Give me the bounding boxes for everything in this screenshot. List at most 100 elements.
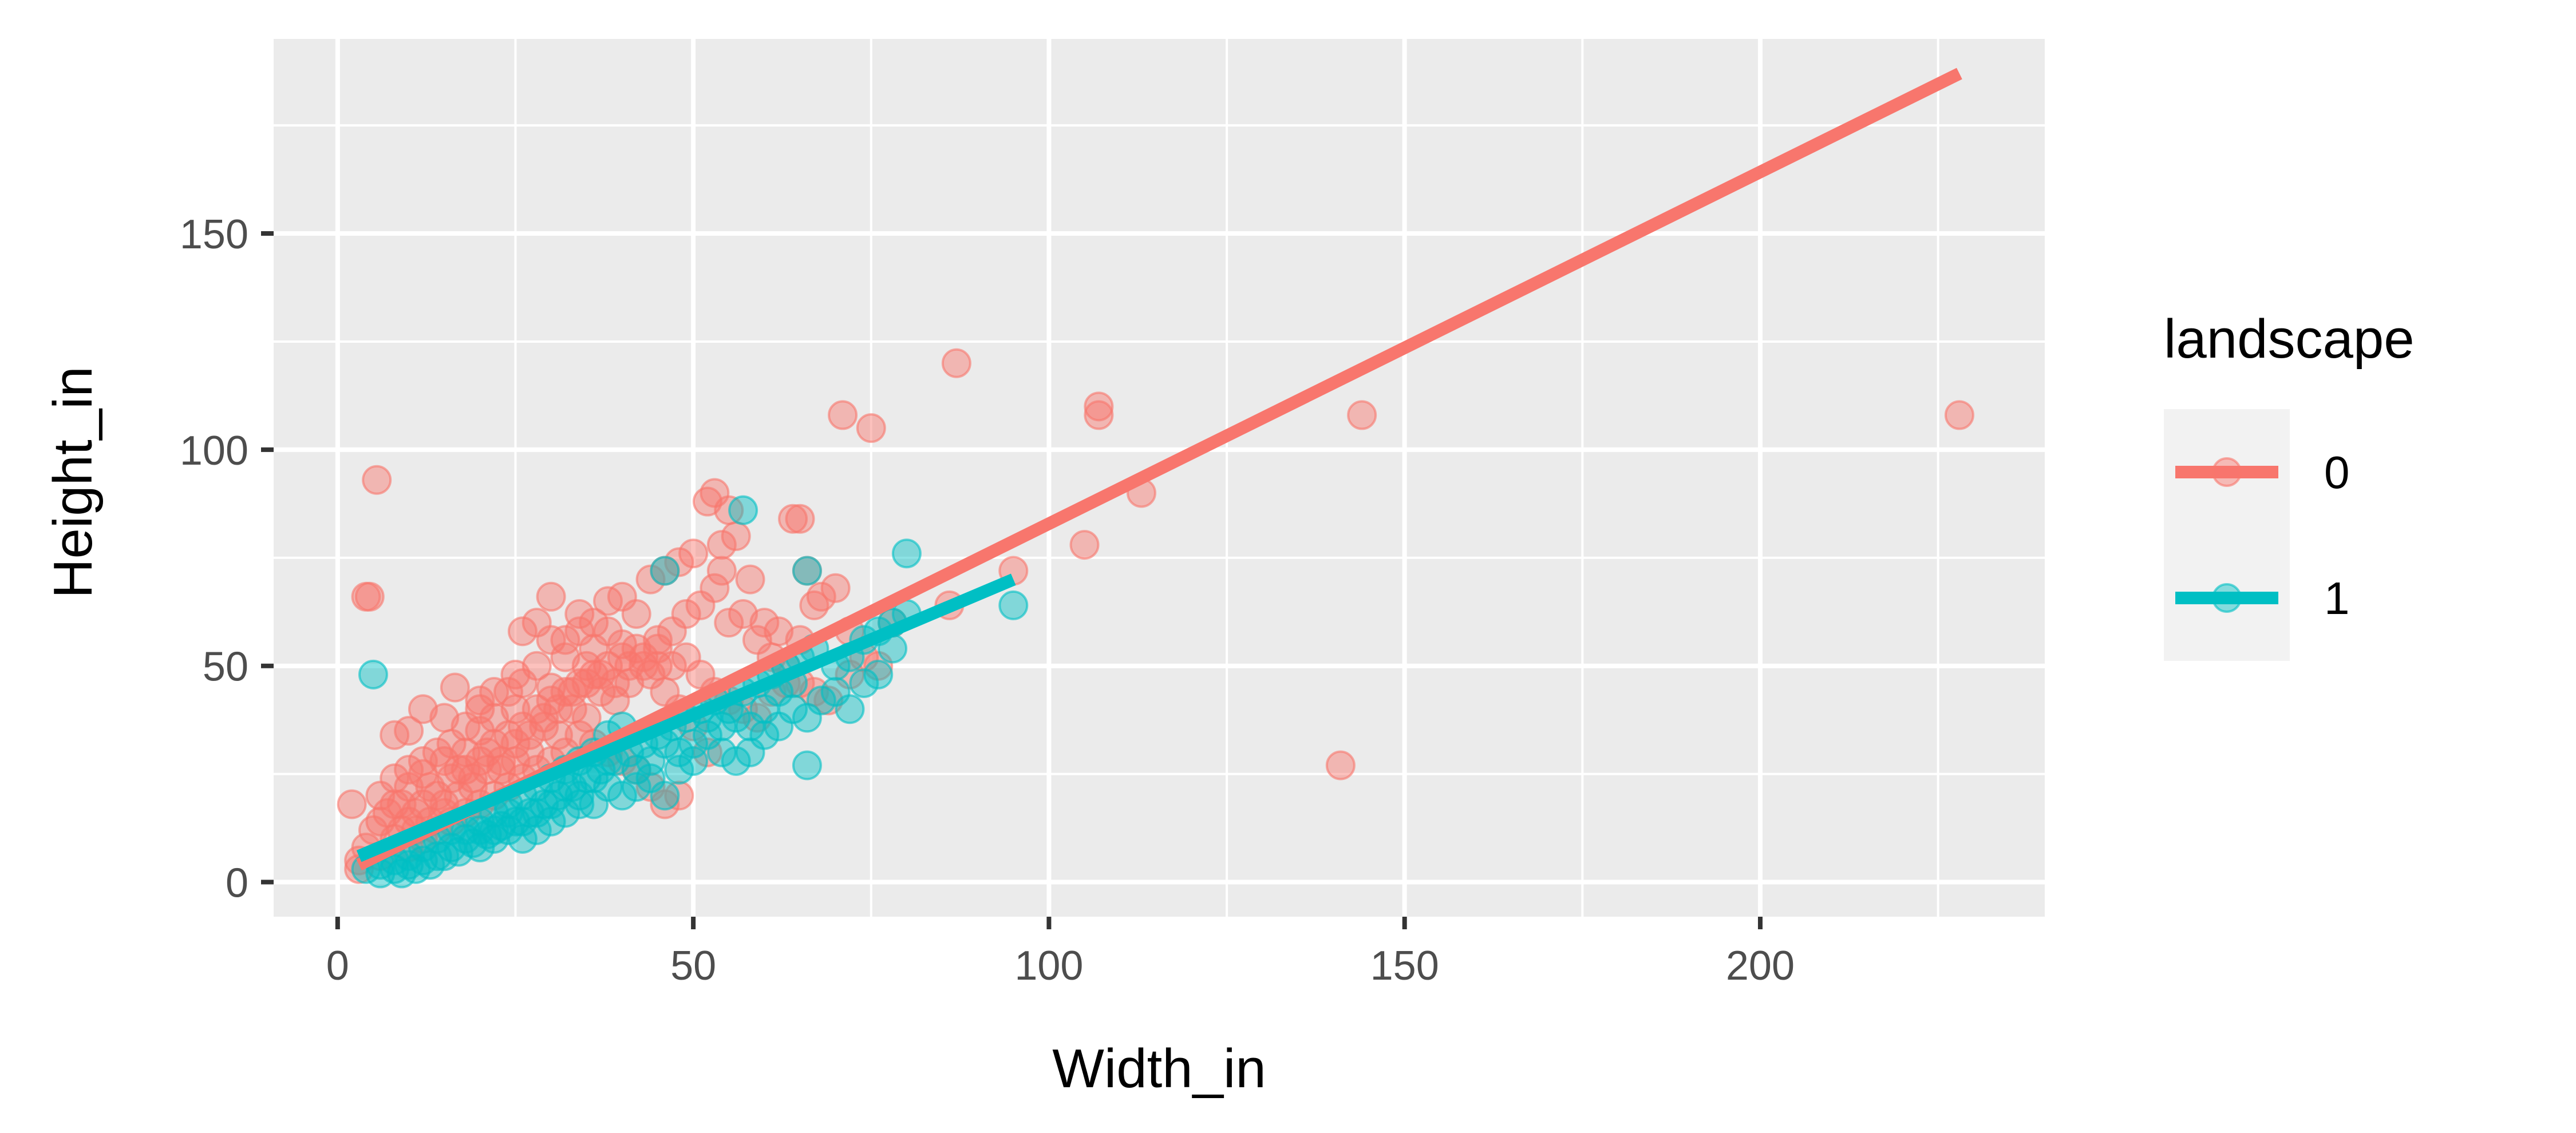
- data-point-0: [706, 530, 737, 560]
- data-point-0: [422, 737, 452, 767]
- x-tick-label: 0: [326, 943, 349, 989]
- data-point-0: [828, 400, 858, 430]
- legend-label-1: 1: [2324, 573, 2350, 624]
- data-point-0: [394, 755, 424, 785]
- data-point-0: [408, 746, 438, 776]
- x-tick-label: 150: [1370, 943, 1439, 989]
- data-point-0: [1944, 400, 1974, 430]
- data-point-0: [1069, 530, 1100, 560]
- data-point-1: [650, 556, 680, 586]
- data-point-1: [792, 703, 822, 733]
- data-point-0: [635, 564, 666, 595]
- data-point-1: [664, 737, 694, 767]
- data-point-0: [728, 599, 758, 629]
- legend-label-0: 0: [2324, 447, 2350, 498]
- data-point-1: [465, 815, 495, 845]
- data-point-1: [635, 763, 666, 794]
- data-point-1: [536, 789, 566, 819]
- data-point-0: [564, 599, 595, 629]
- data-point-1: [849, 668, 879, 698]
- legend-items: 01: [2175, 447, 2350, 624]
- data-point-1: [664, 755, 694, 785]
- data-point-0: [593, 616, 623, 647]
- data-point-0: [820, 573, 851, 603]
- data-point-0: [536, 581, 566, 612]
- data-point-0: [657, 651, 687, 681]
- data-point-1: [863, 659, 894, 690]
- y-tick-label: 0: [226, 861, 248, 906]
- legend: landscape 01: [2164, 308, 2415, 661]
- data-point-0: [362, 465, 392, 495]
- data-point-1: [607, 781, 637, 811]
- data-point-0: [550, 642, 580, 672]
- fit-line-1: [356, 573, 1016, 862]
- data-point-0: [579, 608, 609, 638]
- data-point-1: [792, 750, 822, 781]
- data-point-0: [735, 564, 765, 595]
- x-axis-ticks: 0 50 100 150 200: [326, 917, 1795, 989]
- legend-point-0: [2212, 457, 2242, 487]
- y-tick-label: 50: [203, 644, 248, 690]
- data-point-0: [714, 608, 744, 638]
- data-point-0: [337, 789, 367, 819]
- data-point-0: [529, 703, 559, 733]
- data-point-0: [465, 686, 495, 716]
- data-point-0: [515, 737, 545, 767]
- data-point-1: [678, 728, 709, 759]
- y-axis-title: Height_in: [42, 366, 104, 599]
- data-point-0: [472, 755, 502, 785]
- data-point-0: [440, 672, 470, 703]
- x-tick-label: 200: [1726, 943, 1795, 989]
- x-tick-label: 50: [670, 943, 716, 989]
- data-points: [337, 348, 1974, 889]
- y-axis-ticks: 0 50 100 150: [180, 212, 274, 906]
- data-point-0: [629, 642, 659, 672]
- x-tick-label: 100: [1014, 943, 1083, 989]
- data-point-1: [706, 711, 737, 742]
- data-point-0: [1084, 391, 1114, 422]
- data-point-0: [457, 763, 488, 794]
- minor-gridlines: [274, 39, 2045, 917]
- data-point-0: [1084, 400, 1114, 430]
- data-point-0: [507, 668, 538, 698]
- y-tick-label: 100: [180, 428, 248, 474]
- data-point-1: [678, 746, 709, 776]
- legend-key-background: [2164, 409, 2290, 661]
- data-point-1: [891, 538, 922, 569]
- data-point-0: [706, 556, 737, 586]
- data-point-0: [799, 590, 829, 620]
- data-point-1: [721, 703, 751, 733]
- data-point-0: [778, 504, 808, 534]
- data-point-0: [785, 504, 815, 534]
- data-point-0: [621, 599, 651, 629]
- data-point-0: [386, 789, 417, 819]
- data-point-1: [507, 806, 538, 837]
- data-point-0: [671, 599, 701, 629]
- data-point-0: [678, 538, 709, 569]
- fit-lines: [356, 68, 1962, 871]
- data-point-0: [436, 728, 467, 759]
- legend-title: landscape: [2164, 308, 2415, 370]
- data-point-0: [1347, 400, 1377, 430]
- data-point-0: [664, 547, 694, 577]
- data-point-0: [493, 677, 524, 707]
- data-point-0: [700, 573, 730, 603]
- data-point-1: [358, 659, 388, 690]
- data-point-1: [835, 694, 865, 724]
- data-point-0: [586, 659, 616, 690]
- data-point-1: [735, 737, 765, 767]
- data-point-1: [721, 746, 751, 776]
- data-point-1: [728, 495, 758, 525]
- data-point-0: [614, 651, 645, 681]
- data-point-0: [1325, 750, 1356, 781]
- fit-line-0: [356, 68, 1962, 871]
- data-point-1: [998, 590, 1029, 620]
- data-point-0: [557, 677, 587, 707]
- data-point-0: [507, 616, 538, 647]
- legend-point-1: [2212, 583, 2242, 613]
- x-axis-title: Width_in: [1052, 1038, 1266, 1099]
- data-point-0: [372, 798, 402, 828]
- data-point-0: [941, 348, 971, 378]
